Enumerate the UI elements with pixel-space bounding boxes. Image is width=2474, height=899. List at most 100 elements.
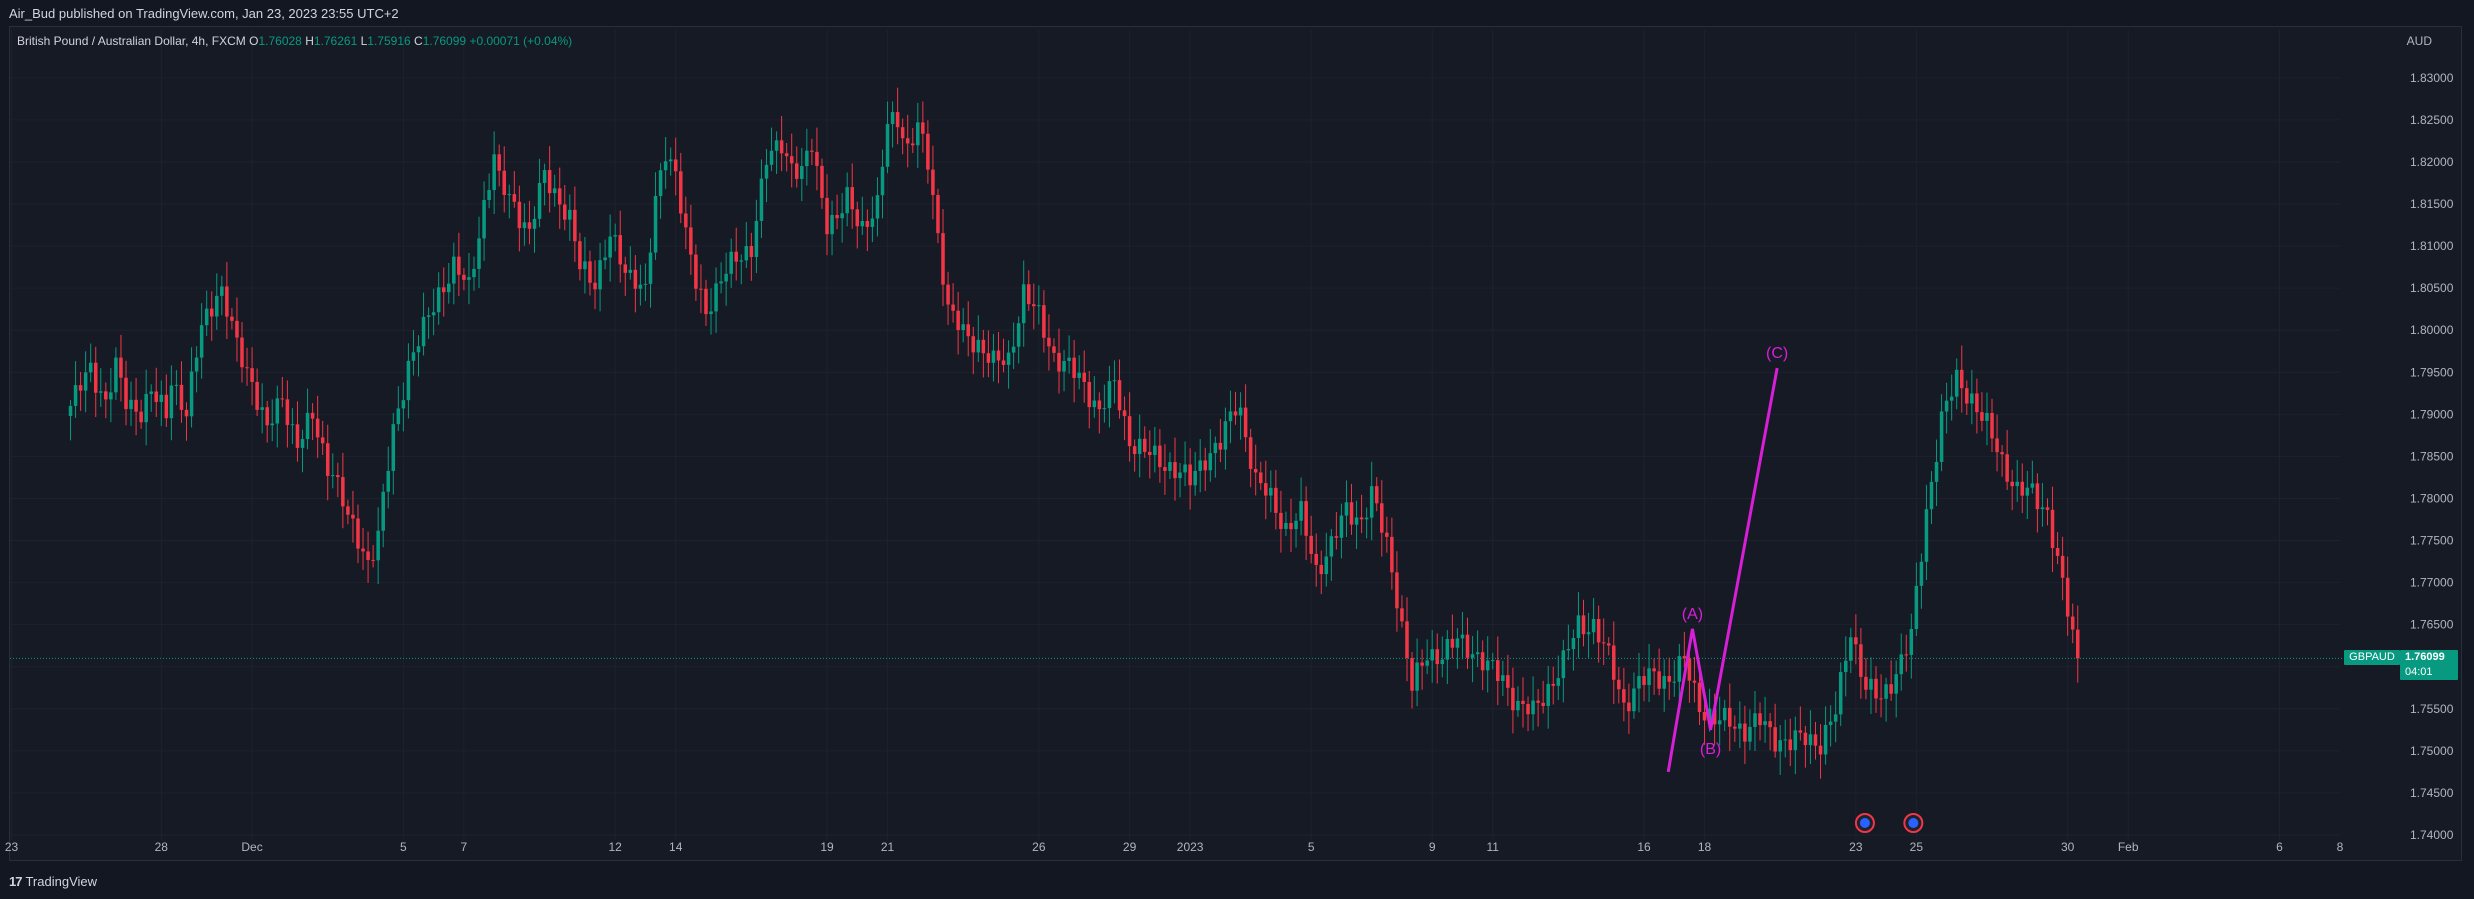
candle [1617,679,1621,690]
candle [779,140,784,154]
candle [971,336,976,353]
x-tick-label: 30 [2061,840,2075,854]
candle [1576,615,1581,638]
wave-label: (B) [1700,741,1721,758]
candle [961,324,965,331]
legend-change: +0.00071 (+0.04%) [469,34,573,48]
candle [1859,644,1863,677]
candle [2010,481,2014,487]
candle [194,357,199,372]
candle [467,277,471,280]
candle [1415,662,1419,691]
candle [1939,411,1944,462]
candle [1455,638,1460,648]
candle [1158,445,1162,468]
candle [865,220,870,227]
y-tick-label: 1.78500 [2410,449,2454,463]
candle [457,256,461,275]
candle [1057,352,1061,372]
candle [1622,689,1626,703]
candle [1849,637,1853,661]
candle [663,161,668,171]
candle [2045,507,2050,510]
y-tick-label: 1.80500 [2410,281,2454,295]
candle [1914,585,1919,629]
candle [1309,535,1313,554]
candle [784,153,789,157]
candle [416,346,421,353]
legend-low-label: L [360,34,368,48]
candle [1985,412,1989,421]
candle [1526,703,1530,715]
candle [285,399,290,425]
candle [744,246,749,261]
candle [1112,380,1117,382]
candle [1879,698,1883,700]
candle [1975,393,1979,413]
candle [1374,486,1379,504]
candle [1496,660,1500,681]
candle [351,514,355,519]
candle [2060,555,2065,578]
candle [1193,470,1197,486]
candle [815,151,819,166]
x-tick-label: 5 [400,840,407,854]
candle [1324,556,1329,575]
candle [336,475,340,478]
candle [789,156,794,164]
candle [885,124,890,167]
candle [1838,672,1843,715]
candle [2065,577,2070,617]
candle [149,391,153,394]
candle [2070,616,2075,630]
candle [1400,608,1404,622]
candle [739,260,744,262]
candle [290,424,295,426]
candle [1001,360,1006,365]
candle [174,384,179,386]
candle [1339,515,1344,538]
candle [1788,739,1793,751]
candle [1319,564,1324,575]
candle [769,150,774,165]
candle [537,183,542,219]
candle [1743,723,1747,742]
wave-label: (A) [1682,606,1703,623]
candle [658,170,663,196]
candle [2020,481,2025,496]
candle [1077,372,1081,378]
x-tick-label: 18 [1698,840,1712,854]
candle [300,439,305,448]
candle [1203,460,1208,471]
candle [542,170,547,184]
candle [386,470,391,492]
candle [1127,416,1132,447]
y-tick-label: 1.78000 [2410,491,2454,505]
candle [1632,688,1636,712]
candle [1344,502,1349,516]
candle [1082,372,1086,382]
x-tick-label: 26 [1032,840,1046,854]
x-tick-label: 6 [2276,840,2283,854]
candle [295,424,300,448]
candle [114,357,118,393]
candle [401,400,406,409]
candle [1652,668,1656,672]
candle [1380,503,1384,533]
candle [1511,687,1515,711]
candle [1248,437,1253,469]
candle [305,412,310,440]
candle [1773,727,1777,752]
candle [1874,678,1878,699]
candle [235,320,239,338]
candle [381,491,385,531]
x-tick-label: 21 [881,840,895,854]
x-tick-label: 8 [2337,840,2344,854]
candle [1606,643,1611,646]
candle [825,197,829,235]
chart-frame[interactable] [9,26,2462,861]
candle [1637,676,1641,689]
candle [1546,683,1550,706]
candle [1909,628,1914,655]
